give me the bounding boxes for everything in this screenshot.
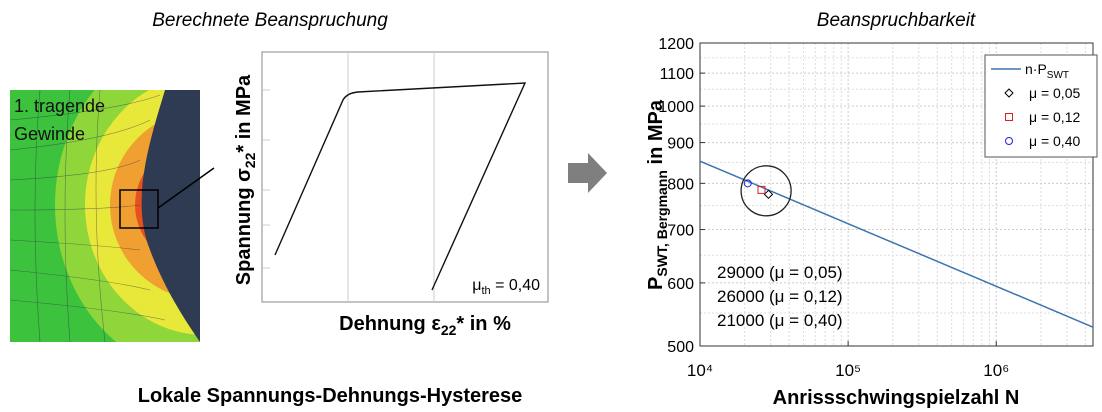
y-tick-label: 700 [667, 223, 694, 240]
legend-label: μ = 0,40 [1029, 133, 1080, 149]
figure: Berechnete Beanspruchung 1. tragende Gew… [0, 0, 1102, 412]
left-x-label: Dehnung ε22* in % [339, 313, 511, 338]
label-sub: th [481, 285, 490, 297]
label-sub: 22 [441, 322, 457, 338]
y-tick-label: 900 [667, 136, 694, 153]
x-tick-label: 10⁴ [687, 361, 713, 380]
label-part: μ [472, 277, 481, 294]
annotation: 29000 (μ = 0,05) [717, 263, 843, 282]
legend-label-part: μ = 0,12 [1029, 109, 1080, 125]
legend-label-part: μ = 0,05 [1029, 85, 1080, 101]
left-caption: Lokale Spannungs-Dehnungs-Hysterese [138, 385, 523, 407]
label-part: = 0,40 [491, 277, 540, 294]
x-tick-label: 10⁵ [835, 361, 861, 380]
left-y-label: Spannung σ22* in MPa [233, 74, 258, 285]
y-axis-label: PSWT, Bergmann in MPa [645, 99, 670, 290]
label-part: * in MPa [233, 74, 255, 153]
x-axis-label: Anrissschwingspielzahl N [773, 387, 1020, 409]
label-part: Dehnung ε [339, 313, 441, 335]
y-tick-label: 1200 [658, 36, 694, 53]
label-part: Spannung σ [233, 168, 255, 285]
fe-label: Gewinde [14, 124, 85, 144]
chart-title: Beanspruchbarkeit [817, 10, 976, 31]
label-sub: 22 [242, 152, 258, 168]
y-tick-label: 600 [667, 276, 694, 293]
x-tick-label: 10⁶ [983, 361, 1009, 380]
fe-label: 1. tragende [14, 96, 105, 116]
annotation: 21000 (μ = 0,40) [717, 311, 843, 330]
y-tick-label: 1000 [658, 99, 694, 116]
legend-label: μ = 0,12 [1029, 109, 1080, 125]
legend-label-part: n·P [1025, 61, 1047, 77]
legend-label-part: μ = 0,40 [1029, 133, 1080, 149]
legend-label: μ = 0,05 [1029, 85, 1080, 101]
y-tick-label: 500 [667, 339, 694, 356]
annotation: 26000 (μ = 0,12) [717, 287, 843, 306]
left-title: Berechnete Beanspruchung [152, 10, 388, 31]
legend-label-sub: SWT [1047, 70, 1069, 81]
y-tick-label: 800 [667, 176, 694, 193]
y-tick-label: 1100 [660, 66, 695, 83]
label-part: * in % [456, 313, 511, 335]
label-part: P [645, 277, 667, 290]
arrow [568, 153, 607, 193]
